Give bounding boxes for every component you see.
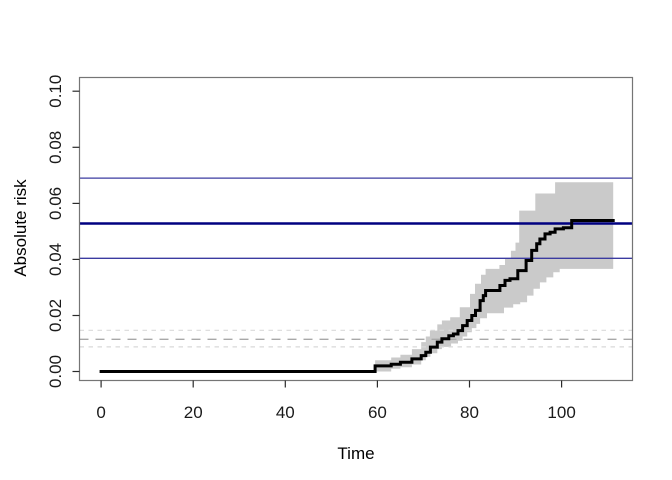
plot-area (79, 177, 633, 373)
y-axis-title: Absolute risk (11, 179, 30, 277)
x-tick-label: 80 (460, 403, 479, 422)
y-tick-label: 0.06 (46, 187, 65, 220)
y-tick-label: 0.10 (46, 75, 65, 108)
y-tick-label: 0.00 (46, 355, 65, 388)
x-tick-label: 0 (96, 403, 105, 422)
x-tick-label: 20 (184, 403, 203, 422)
absolute-risk-curve (99, 219, 615, 373)
y-tick-label: 0.08 (46, 131, 65, 164)
confidence-band (101, 182, 614, 372)
plot-frame (78, 76, 634, 382)
x-tick-label: 40 (276, 403, 295, 422)
y-tick-label: 0.02 (46, 299, 65, 332)
x-tick-label: 100 (547, 403, 575, 422)
x-axis-title: Time (337, 444, 375, 463)
y-tick-label: 0.04 (46, 243, 65, 276)
x-tick-label: 60 (368, 403, 387, 422)
